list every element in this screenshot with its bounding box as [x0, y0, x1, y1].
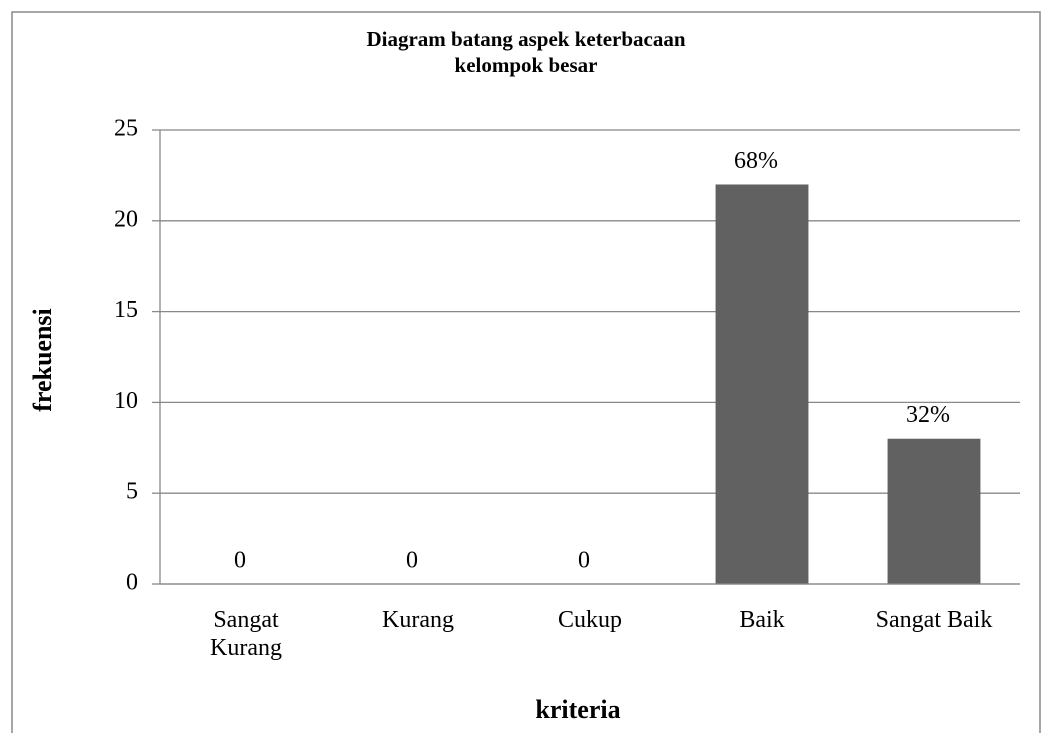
- y-tick-label: 20: [114, 206, 138, 232]
- chart-border: [11, 11, 1041, 733]
- y-tick-label: 15: [114, 297, 138, 323]
- x-tick-label: Sangat Baik: [875, 607, 993, 633]
- data-label: 0: [406, 548, 418, 574]
- data-label: 0: [578, 548, 590, 574]
- y-tick-label: 0: [126, 570, 138, 596]
- data-label: 0: [234, 548, 246, 574]
- bar: [715, 184, 809, 585]
- x-tick-label: Sangat Kurang: [210, 607, 282, 661]
- x-tick-label: Baik: [739, 607, 785, 633]
- x-tick-label: Kurang: [382, 607, 454, 633]
- y-tick-label: 10: [114, 388, 138, 414]
- y-axis-label: frekuensi: [28, 308, 57, 412]
- x-tick-label: Cukup: [557, 607, 622, 633]
- data-label: 32%: [906, 402, 950, 428]
- x-axis-label: kriteria: [535, 695, 620, 724]
- bar: [887, 438, 981, 584]
- y-tick-label: 5: [126, 479, 138, 505]
- y-tick-label: 25: [114, 116, 138, 142]
- chart-title: Diagram batang aspek keterbacaan kelompo…: [366, 27, 686, 77]
- data-label: 68%: [734, 148, 778, 174]
